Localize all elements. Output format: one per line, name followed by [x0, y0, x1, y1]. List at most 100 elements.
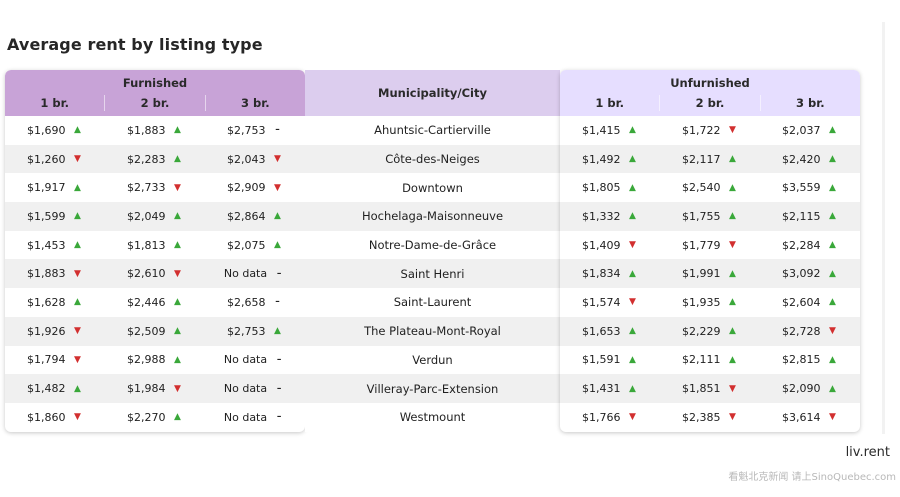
rent-cell: $1,492 ▲	[560, 153, 660, 166]
rent-cell: $1,834 ▲	[560, 267, 660, 280]
rent-value: $1,415	[582, 123, 621, 137]
municipality-row: Westmount	[305, 403, 560, 432]
rent-value: $2,733	[127, 181, 166, 195]
furnished-panel: Furnished 1 br. 2 br. 3 br. $1,690 ▲ $1,88…	[5, 70, 305, 432]
trend-flat-icon: –	[275, 297, 280, 308]
furnished-rows: $1,690 ▲ $1,883 ▲ $2,753– $1,260 ▼ $2,283 ▲ $2,04…	[5, 116, 305, 432]
rent-value: $2,111	[682, 353, 721, 367]
municipality-name: Downtown	[402, 180, 463, 195]
municipality-label: Municipality/City	[378, 86, 487, 100]
unfurnished-row: $1,805 ▲ $2,540 ▲ $3,559 ▲	[560, 173, 860, 202]
unfurnished-header: Unfurnished 1 br. 2 br. 3 br.	[560, 70, 860, 116]
rent-value: $1,834	[582, 267, 621, 281]
trend-down-icon: ▼	[274, 154, 281, 165]
trend-up-icon: ▲	[829, 240, 836, 251]
municipality-row: Saint Henri	[305, 259, 560, 289]
unfurnished-panel: Unfurnished 1 br. 2 br. 3 br. $1,415 ▲ $1,…	[560, 70, 860, 432]
rent-cell: $1,935 ▲	[660, 296, 760, 309]
furnished-row: $1,260 ▼ $2,283 ▲ $2,043 ▼	[5, 144, 305, 174]
rent-cell: $2,229 ▲	[660, 325, 760, 338]
rent-value: $1,755	[682, 209, 721, 223]
trend-up-icon: ▲	[174, 297, 181, 308]
municipality-name: Saint Henri	[400, 266, 465, 281]
trend-up-icon: ▲	[174, 125, 181, 136]
trend-flat-icon: –	[276, 354, 282, 365]
rent-value: $2,909	[227, 181, 266, 195]
rent-cell: $1,860 ▼	[5, 411, 105, 424]
municipality-row: Verdun	[305, 346, 560, 375]
rent-cell: $1,574 ▼	[560, 296, 660, 309]
municipality-name: Westmount	[399, 410, 466, 425]
trend-down-icon: ▼	[74, 154, 81, 165]
rent-value: $2,658	[227, 295, 266, 309]
trend-up-icon: ▲	[174, 412, 181, 423]
unfurnished-row: $1,409 ▼ $1,779 ▼ $2,284 ▲	[560, 231, 860, 260]
rent-value: $2,604	[782, 295, 821, 309]
furnished-row: $1,628 ▲ $2,446 ▲ $2,658–	[5, 288, 305, 317]
rent-value: $1,926	[27, 324, 66, 338]
rent-cell: $3,614 ▼	[760, 411, 860, 424]
municipality-name: Ahuntsic-Cartierville	[374, 123, 491, 138]
trend-up-icon: ▲	[74, 240, 81, 251]
trend-down-icon: ▼	[729, 383, 736, 394]
rent-cell: $2,115 ▲	[760, 210, 860, 223]
municipality-row: Côte-des-Neiges	[305, 144, 560, 174]
trend-up-icon: ▲	[729, 326, 736, 337]
rent-value: $2,509	[127, 324, 166, 338]
unfurnished-row: $1,415 ▲ $1,722 ▼ $2,037 ▲	[560, 116, 860, 145]
trend-down-icon: ▼	[829, 412, 836, 423]
rent-cell: $1,755 ▲	[660, 210, 760, 223]
trend-up-icon: ▲	[829, 125, 836, 136]
furnished-row: $1,599 ▲ $2,049 ▲ $2,864 ▲	[5, 202, 305, 231]
rent-value: $1,482	[27, 382, 66, 396]
rent-value: $2,284	[782, 238, 821, 252]
rent-value: $1,690	[27, 123, 66, 137]
rent-value: $1,991	[682, 267, 721, 281]
unfurnished-row: $1,591 ▲ $2,111 ▲ $2,815 ▲	[560, 346, 860, 375]
rent-cell: $1,813 ▲	[105, 239, 205, 252]
unfurnished-row: $1,332 ▲ $1,755 ▲ $2,115 ▲	[560, 202, 860, 231]
rent-cell: $2,117 ▲	[660, 153, 760, 166]
rent-cell: $2,815 ▲	[760, 353, 860, 366]
trend-up-icon: ▲	[829, 154, 836, 165]
rent-cell: $2,909 ▼	[205, 181, 305, 194]
trend-up-icon: ▲	[729, 154, 736, 165]
rent-value: $2,283	[127, 152, 166, 166]
rent-cell: $1,722 ▼	[660, 124, 760, 137]
rent-cell: $2,420 ▲	[760, 153, 860, 166]
trend-up-icon: ▲	[174, 326, 181, 337]
rent-cell: $2,037 ▲	[760, 124, 860, 137]
rent-cell: $2,446 ▲	[105, 296, 205, 309]
municipality-name: Saint-Laurent	[393, 295, 472, 310]
municipality-row: Villeray-Parc-Extension	[305, 374, 560, 403]
furnished-row: $1,926 ▼ $2,509 ▲ $2,753 ▲	[5, 316, 305, 346]
rent-cell: $2,753–	[205, 124, 305, 137]
trend-up-icon: ▲	[74, 211, 81, 222]
trend-up-icon: ▲	[829, 297, 836, 308]
rent-value: $1,453	[27, 238, 66, 252]
rent-cell: $3,559 ▲	[760, 181, 860, 194]
furnished-row: $1,453 ▲ $1,813 ▲ $2,075 ▲	[5, 231, 305, 260]
rent-cell: $2,753 ▲	[205, 325, 305, 338]
rent-value: $1,431	[582, 382, 621, 396]
rent-cell: $2,385 ▼	[660, 411, 760, 424]
rent-value: $2,115	[782, 209, 821, 223]
rent-value: $1,805	[582, 181, 621, 195]
edge-divider	[882, 22, 885, 434]
furnished-row: $1,917 ▲ $2,733 ▼ $2,909 ▼	[5, 173, 305, 202]
trend-flat-icon: –	[276, 383, 282, 394]
rent-value: $2,728	[782, 324, 821, 338]
rent-value: No data	[223, 267, 268, 281]
rent-cell: $1,991 ▲	[660, 267, 760, 280]
rent-value: $1,794	[27, 353, 66, 367]
furnished-row: $1,883 ▼ $2,610 ▼ No data –	[5, 259, 305, 289]
municipality-row: Downtown	[305, 173, 560, 202]
trend-up-icon: ▲	[629, 268, 636, 279]
rent-value: $2,037	[782, 123, 821, 137]
unfurnished-row: $1,492 ▲ $2,117 ▲ $2,420 ▲	[560, 144, 860, 174]
rent-cell: $1,917 ▲	[5, 181, 105, 194]
trend-up-icon: ▲	[729, 211, 736, 222]
furnished-2br-header: 2 br.	[104, 95, 204, 111]
unfurnished-1br-header: 1 br.	[595, 96, 624, 110]
trend-down-icon: ▼	[74, 412, 81, 423]
